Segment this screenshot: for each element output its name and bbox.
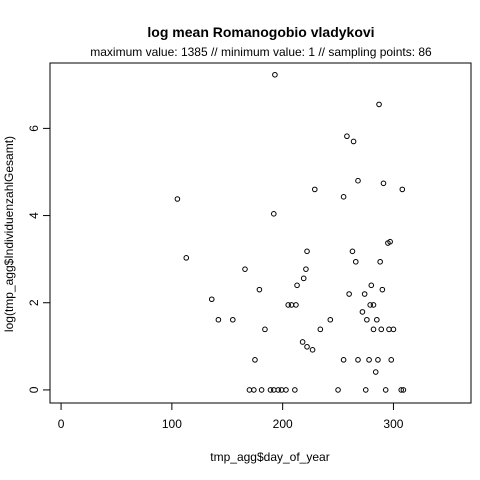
chart-subtitle: maximum value: 1385 // minimum value: 1 …: [90, 45, 432, 59]
data-point: [174, 196, 181, 202]
data-point: [283, 387, 289, 393]
plot-frame: [49, 62, 472, 404]
y-tick-label: 2: [27, 299, 41, 306]
data-point: [256, 286, 263, 293]
x-tick-label: 300: [383, 417, 403, 431]
data-point: [361, 291, 368, 297]
data-points: [174, 71, 407, 393]
data-point: [335, 387, 341, 393]
data-point: [370, 326, 377, 333]
y-axis: 0 2 4 6: [27, 125, 51, 393]
x-axis: 0 100 200 300: [58, 402, 404, 431]
data-point: [386, 326, 392, 333]
data-point: [398, 387, 405, 393]
data-point: [400, 387, 407, 393]
data-point: [380, 180, 387, 187]
data-point: [352, 258, 359, 265]
data-point: [370, 302, 377, 308]
data-point: [292, 387, 298, 393]
data-point: [399, 186, 406, 193]
data-point: [355, 177, 361, 184]
data-point: [272, 71, 278, 78]
data-point: [300, 275, 307, 282]
y-tick-label: 0: [27, 386, 41, 393]
data-point: [270, 211, 277, 217]
data-point: [377, 258, 383, 265]
x-tick-label: 100: [162, 417, 182, 431]
data-point: [288, 302, 295, 308]
data-point: [364, 316, 370, 323]
data-point: [293, 302, 299, 308]
x-axis-label: tmp_agg$day_of_year: [210, 450, 329, 464]
data-point: [270, 387, 277, 393]
y-tick-label: 6: [27, 125, 41, 132]
data-point: [362, 387, 369, 393]
data-point: [346, 291, 352, 297]
data-point: [367, 302, 373, 308]
data-point: [344, 133, 350, 140]
data-point: [275, 387, 282, 393]
data-point: [350, 138, 357, 145]
data-point: [390, 326, 397, 333]
data-point: [304, 248, 310, 255]
data-point: [285, 302, 291, 308]
data-point: [251, 387, 257, 393]
data-point: [378, 326, 385, 333]
data-point: [230, 316, 236, 323]
data-point: [294, 282, 300, 289]
data-point: [375, 357, 381, 363]
data-point: [242, 266, 248, 272]
data-point: [309, 347, 316, 353]
data-point: [359, 309, 366, 315]
data-point: [368, 282, 375, 289]
data-point: [340, 194, 347, 200]
data-point: [246, 387, 253, 393]
data-point: [215, 316, 222, 323]
data-point: [252, 357, 258, 363]
data-point: [379, 286, 386, 293]
data-point: [340, 357, 347, 363]
data-point: [311, 186, 318, 193]
data-point: [183, 255, 190, 261]
data-point: [382, 387, 389, 393]
chart-title: log mean Romanogobio vladykovi: [147, 24, 374, 40]
data-point: [387, 238, 393, 245]
data-point: [372, 369, 379, 375]
x-tick-label: 0: [58, 417, 65, 431]
data-point: [262, 326, 268, 333]
data-point: [349, 248, 356, 255]
data-point: [267, 387, 274, 393]
y-tick-label: 4: [27, 212, 41, 219]
data-point: [304, 343, 310, 350]
data-point: [317, 326, 324, 333]
x-tick-label: 200: [273, 417, 293, 431]
data-point: [366, 357, 372, 363]
data-point: [278, 387, 285, 393]
data-point: [376, 101, 382, 108]
data-point: [388, 357, 395, 363]
data-point: [327, 316, 334, 323]
data-point: [299, 339, 306, 345]
y-axis-label: log(tmp_agg$IndividuenzahlGesamt): [2, 136, 16, 332]
data-point: [208, 296, 215, 303]
data-point: [258, 387, 265, 393]
data-point: [355, 357, 361, 363]
data-point: [374, 316, 380, 323]
data-point: [303, 266, 309, 272]
